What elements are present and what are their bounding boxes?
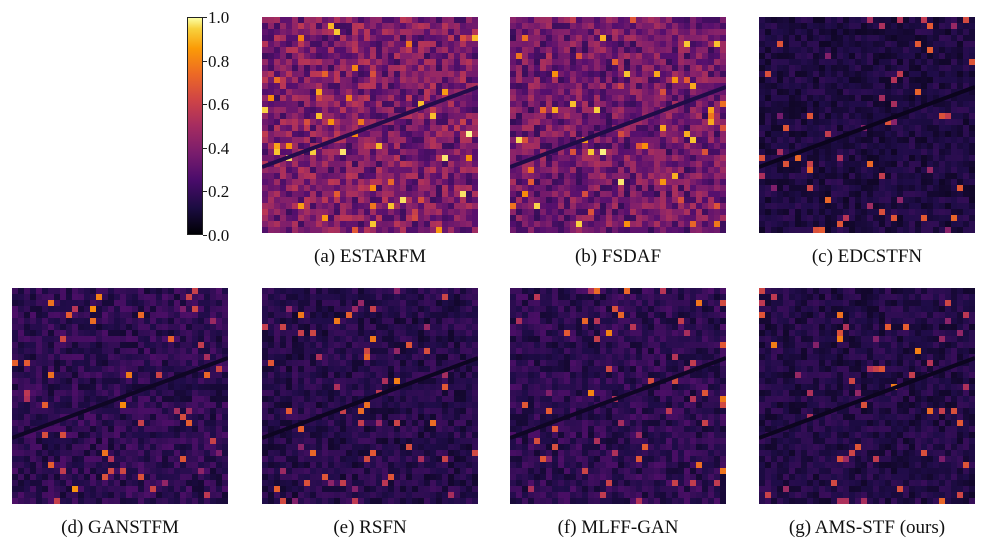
panel-rsfn xyxy=(262,288,478,504)
panel-ganstfm xyxy=(12,288,228,504)
colorbar-tick xyxy=(203,17,207,18)
heatmap-image xyxy=(759,288,975,504)
panel-ams-stf xyxy=(759,288,975,504)
colorbar-tick xyxy=(203,235,207,236)
colorbar-tick-label: 0.4 xyxy=(208,139,230,158)
heatmap-image xyxy=(262,288,478,504)
panel-mlff-gan xyxy=(510,288,726,504)
colorbar-gradient xyxy=(187,17,203,235)
heatmap-image xyxy=(12,288,228,504)
panel-fsdaf xyxy=(510,17,726,233)
colorbar-tick-label: 0.6 xyxy=(208,95,230,114)
caption-ams-stf: (g) AMS-STF (ours) xyxy=(788,517,946,538)
colorbar-tick xyxy=(203,191,207,192)
caption-edcstfn: (c) EDCSTFN xyxy=(811,246,923,267)
panel-estarfm xyxy=(262,17,478,233)
colorbar-tick-label: 1.0 xyxy=(208,8,230,27)
caption-mlff-gan: (f) MLFF-GAN xyxy=(557,517,679,538)
colorbar-tick-label: 0.0 xyxy=(208,226,230,245)
colorbar-tick xyxy=(203,61,207,62)
caption-rsfn: (e) RSFN xyxy=(333,517,407,538)
panel-edcstfn xyxy=(759,17,975,233)
colorbar-tick-label: 0.2 xyxy=(208,182,230,201)
caption-ganstfm: (d) GANSTFM xyxy=(61,517,179,538)
heatmap-image xyxy=(262,17,478,233)
caption-fsdaf: (b) FSDAF xyxy=(574,246,662,267)
heatmap-image xyxy=(510,17,726,233)
heatmap-image xyxy=(759,17,975,233)
colorbar-tick-label: 0.8 xyxy=(208,52,230,71)
caption-estarfm: (a) ESTARFM xyxy=(314,246,426,267)
colorbar-tick xyxy=(203,148,207,149)
heatmap-image xyxy=(510,288,726,504)
colorbar-tick xyxy=(203,104,207,105)
